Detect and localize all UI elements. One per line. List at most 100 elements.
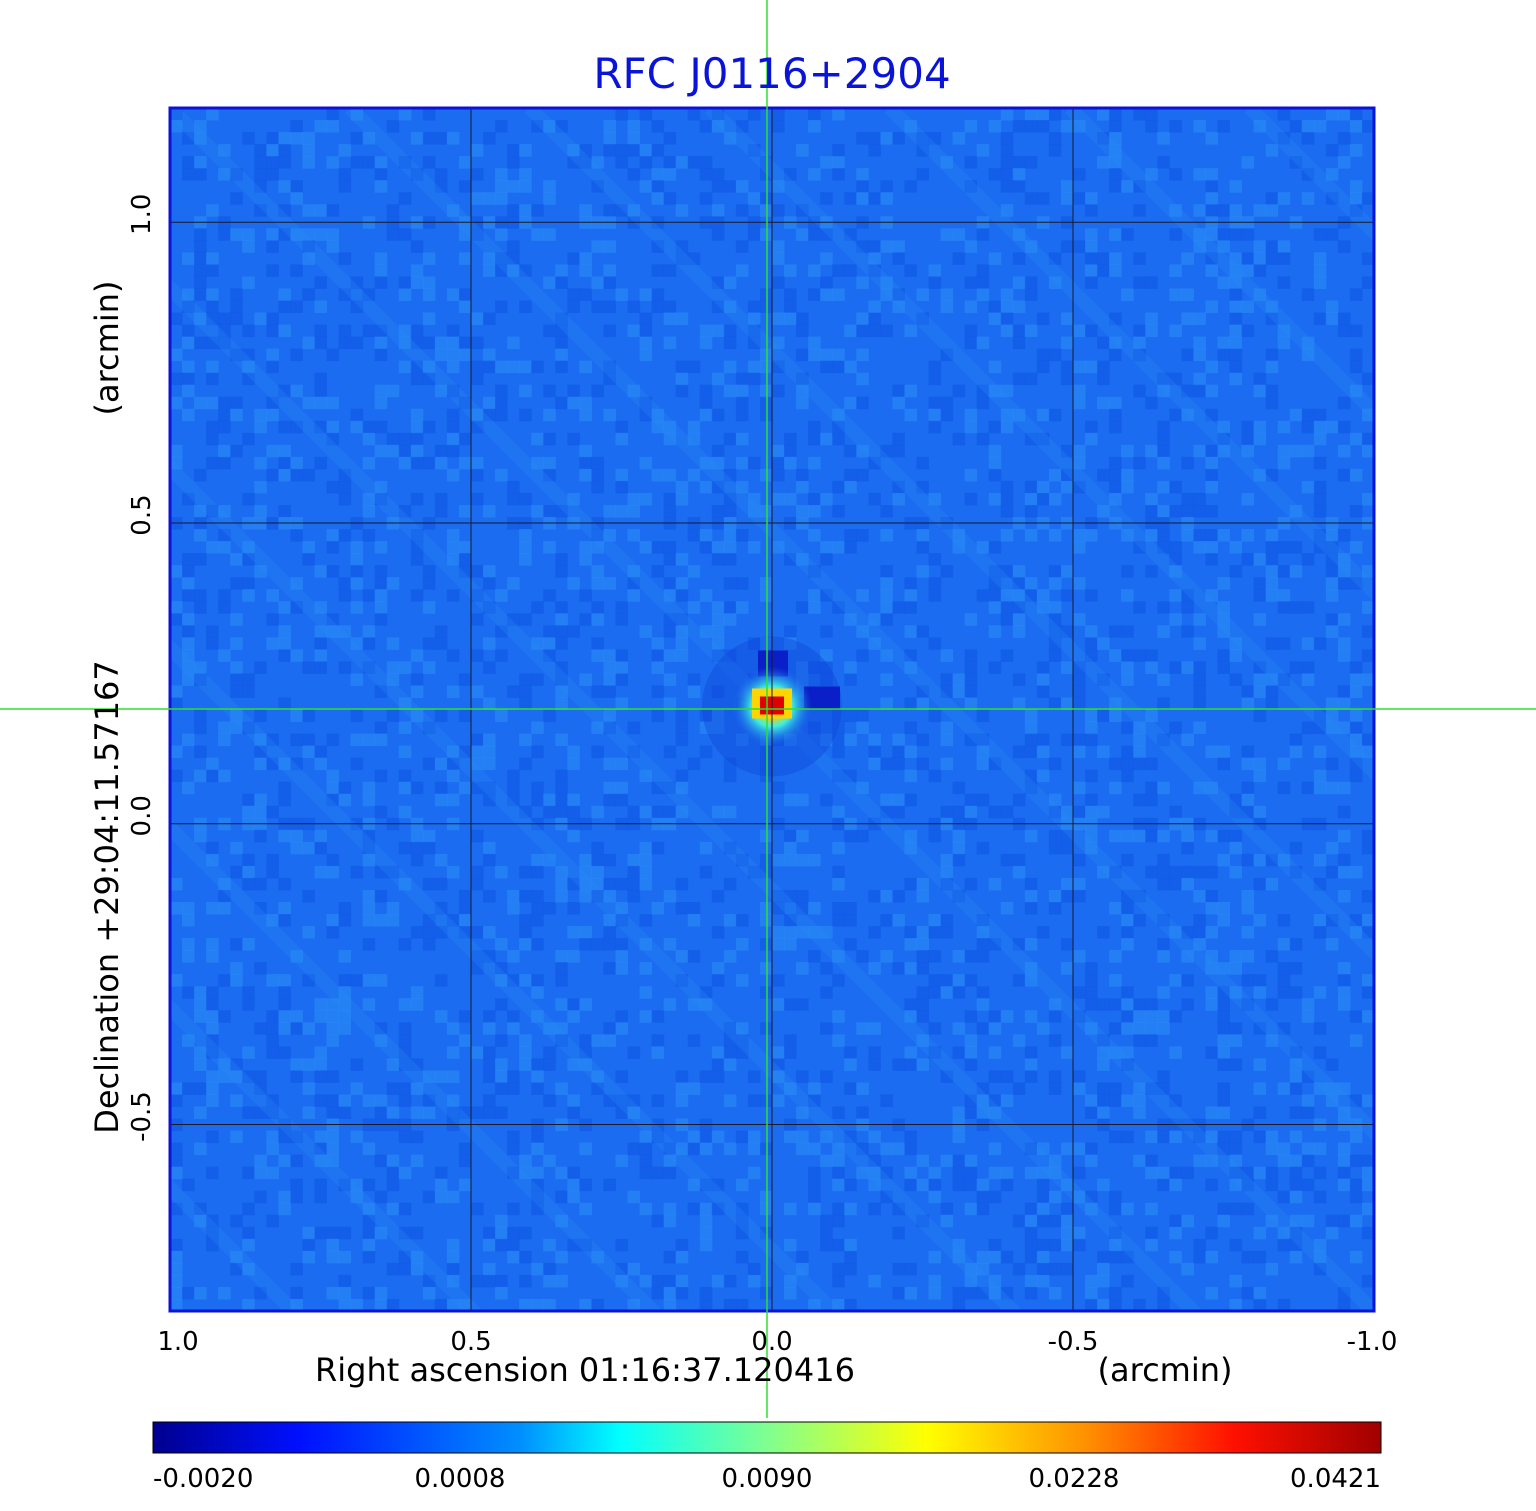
noise-cell [194,661,207,674]
noise-cell [759,938,773,951]
noise-cell [1253,1166,1267,1180]
noise-cell [182,384,195,398]
noise-cell [1205,541,1218,554]
coordinate-grid [170,108,1374,1311]
noise-cell [350,565,364,578]
noise-cell [266,132,279,145]
noise-cell [374,1286,388,1300]
noise-cell [1229,1298,1243,1311]
noise-cell [1048,1262,1062,1276]
noise-cell [1349,733,1363,747]
noise-cell [555,396,568,410]
noise-cell [170,1286,183,1300]
noise-cell [1217,853,1231,867]
noise-cell [916,132,930,145]
noise-cell [531,889,544,903]
noise-cell [1048,144,1062,157]
noise-cell [1289,1046,1303,1059]
noise-cell [326,853,340,867]
noise-cell [1253,288,1267,301]
noise-cell [940,757,954,771]
noise-cell [495,168,508,181]
noise-cell [1361,745,1374,759]
noise-cell [495,1034,508,1047]
noise-cell [266,396,279,410]
noise-cell [266,168,279,181]
noise-cell [194,264,207,277]
noise-cell [723,1142,737,1156]
noise-cell [928,709,942,723]
noise-cell [928,769,942,783]
noise-cell [856,829,869,843]
noise-cell [832,769,845,783]
noise-cell [338,998,352,1011]
noise-cell [1000,649,1014,662]
noise-cell [796,312,809,326]
noise-cell [567,144,580,157]
noise-cell [495,396,508,410]
noise-cell [711,601,725,614]
noise-cell [206,396,219,410]
noise-cell [410,853,424,867]
noise-cell [1060,180,1074,193]
noise-cell [1325,553,1339,566]
noise-cell [844,541,857,554]
noise-cell [1325,144,1339,157]
noise-cell [483,1022,496,1035]
noise-cell [711,649,725,662]
noise-cell [976,589,990,602]
noise-cell [266,348,279,362]
noise-cell [663,697,677,710]
noise-cell [1085,264,1098,277]
noise-cell [759,228,773,241]
noise-cell [170,396,183,410]
noise-cell [182,781,195,795]
noise-cell [254,504,267,518]
noise-cell [988,168,1002,181]
noise-cell [1337,721,1351,735]
noise-cell [1073,877,1086,891]
noise-cell [711,1070,725,1083]
colorbar-tick-labels: -0.0020 0.0008 0.0090 0.0228 0.0421 [153,1464,1381,1494]
noise-cell [832,108,845,121]
noise-cell [483,926,496,939]
noise-cell [1301,480,1315,494]
noise-cell [1000,480,1014,494]
noise-cell [1145,1034,1158,1047]
noise-cell [1133,1022,1146,1035]
noise-cell [904,998,917,1011]
noise-cell [1313,420,1327,434]
noise-cell [1205,360,1218,374]
noise-cell [663,613,677,626]
noise-cell [988,757,1002,771]
noise-cell [1289,962,1303,975]
noise-cell [182,613,195,626]
noise-cell [603,757,616,771]
noise-cell [880,240,893,253]
noise-cell [1193,336,1206,350]
noise-cell [434,1298,448,1311]
noise-cell [242,541,255,554]
noise-cell [699,1178,713,1192]
noise-cell [784,841,797,855]
noise-cell [218,456,231,470]
x-axis-unit: (arcmin) [1098,1351,1233,1389]
noise-cell [362,1178,376,1192]
noise-cell [723,841,737,855]
noise-cell [1048,565,1062,578]
noise-cell [254,1286,267,1300]
noise-cell [615,1154,629,1168]
noise-cell [266,1106,279,1120]
noise-cell [904,829,917,843]
noise-cell [1217,577,1231,590]
noise-cell [1048,252,1062,265]
noise-cell [904,938,917,951]
noise-cell [1169,1214,1182,1228]
noise-cell [1277,456,1291,470]
noise-cell [495,408,508,422]
noise-cell [675,649,689,662]
noise-cell [940,288,954,301]
noise-cell [1048,1214,1062,1228]
noise-cell [1048,829,1062,843]
noise-cell [1073,685,1086,698]
